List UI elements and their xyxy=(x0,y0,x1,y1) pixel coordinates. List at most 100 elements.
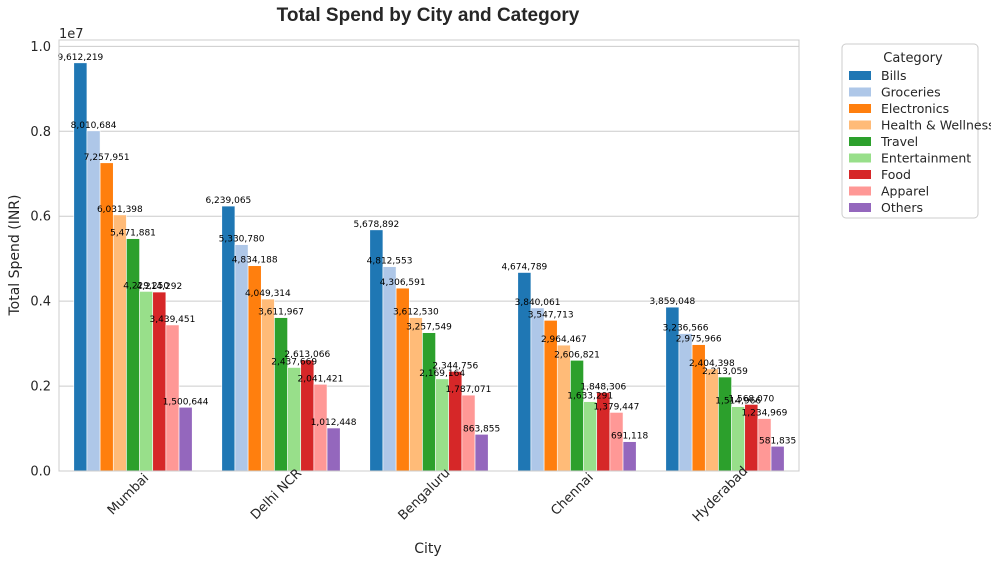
bar-value-label: 1,012,448 xyxy=(311,418,357,428)
x-axis-label: City xyxy=(414,541,441,557)
legend-title: Category xyxy=(883,51,943,66)
bar-value-label: 3,236,566 xyxy=(663,324,709,334)
legend-swatch xyxy=(849,137,871,146)
legend-swatch xyxy=(849,104,871,113)
bar xyxy=(718,376,732,472)
y-tick-label: 0.8 xyxy=(30,125,51,140)
bar-value-label: 3,859,048 xyxy=(649,297,695,307)
bar-value-label: 5,471,881 xyxy=(110,229,156,239)
legend-frame xyxy=(841,43,979,219)
bar xyxy=(678,333,693,472)
bar-value-label: 4,214,292 xyxy=(136,282,182,292)
bar-value-label: 1,568,070 xyxy=(728,394,774,404)
chart-title: Total Spend by City and Category xyxy=(277,5,580,26)
bar-value-label: 2,606,821 xyxy=(554,350,600,360)
bar xyxy=(422,332,436,472)
bar-value-label: 7,257,951 xyxy=(84,153,130,163)
legend-item-label: Groceries xyxy=(881,85,941,100)
bar xyxy=(221,205,236,472)
legend-item-label: Travel xyxy=(880,134,918,149)
y-axis-offset-label: 1e7 xyxy=(59,27,84,42)
bar-value-label: 5,330,780 xyxy=(219,235,265,245)
bar-value-label: 1,379,447 xyxy=(594,402,640,412)
bar-value-label: 1,514,966 xyxy=(715,397,761,407)
bar-value-label: 1,234,969 xyxy=(742,409,788,419)
bar-value-label: 2,437,669 xyxy=(271,357,317,367)
bar xyxy=(126,238,140,472)
bar-value-label: 5,678,892 xyxy=(353,220,399,230)
bar-value-label: 863,855 xyxy=(463,424,500,434)
legend-swatch xyxy=(849,120,871,130)
bar-labels-layer: 9,612,219 8,010,684 7,257,951 6,031,398 5,47… xyxy=(57,53,796,446)
bar-value-label: 1,500,644 xyxy=(163,397,209,407)
legend-swatch xyxy=(849,71,871,80)
y-tick-label: 0.2 xyxy=(30,380,51,395)
bar-value-label: 1,787,071 xyxy=(446,385,492,395)
bar-value-label: 6,239,065 xyxy=(205,196,251,206)
bar-value-label: 2,344,756 xyxy=(432,361,478,371)
bar-value-label: 3,257,549 xyxy=(406,323,452,333)
legend-item-label: Others xyxy=(881,200,923,215)
bar-value-label: 3,547,713 xyxy=(528,310,574,320)
bar-value-label: 581,835 xyxy=(759,436,796,446)
legend-swatch xyxy=(849,153,871,163)
bar-value-label: 1,848,306 xyxy=(580,383,626,393)
bar xyxy=(622,441,637,472)
bar-value-label: 4,674,789 xyxy=(501,262,547,272)
bar-value-label: 2,975,966 xyxy=(676,335,722,345)
legend-swatch xyxy=(849,203,871,212)
bar-value-label: 2,404,398 xyxy=(689,359,735,369)
legend-item-label: Bills xyxy=(881,68,907,83)
legend-item-label: Entertainment xyxy=(881,151,971,166)
bar-value-label: 2,041,421 xyxy=(298,374,344,384)
bar-value-label: 4,834,188 xyxy=(232,256,278,266)
bar xyxy=(178,406,193,472)
legend-swatch xyxy=(849,87,871,97)
bar-value-label: 3,439,451 xyxy=(150,315,196,325)
bar-value-label: 2,169,164 xyxy=(419,369,465,379)
bar xyxy=(770,445,785,472)
plot-frame xyxy=(58,39,800,472)
legend-item-label: Food xyxy=(881,167,911,182)
bar xyxy=(274,317,288,472)
y-tick-label: 0.0 xyxy=(30,465,51,480)
y-tick-label: 0.4 xyxy=(30,295,51,310)
bar-value-label: 2,213,059 xyxy=(702,367,748,377)
bar-value-label: 4,306,591 xyxy=(380,278,426,288)
bar-value-label: 4,049,314 xyxy=(245,289,291,299)
bar-value-label: 3,612,530 xyxy=(393,308,439,318)
bar-value-label: 3,611,967 xyxy=(258,308,304,318)
legend-item-label: Apparel xyxy=(881,184,929,199)
y-axis-label: Total Spend (INR) xyxy=(7,195,23,317)
legend-swatch xyxy=(849,186,871,196)
bar-value-label: 8,010,684 xyxy=(71,121,117,131)
bar-value-label: 3,840,061 xyxy=(515,298,561,308)
bar xyxy=(86,130,101,472)
bar xyxy=(112,214,127,472)
bar-value-label: 4,812,553 xyxy=(367,257,413,267)
legend-swatch xyxy=(849,170,871,179)
bar xyxy=(609,412,624,472)
bar-value-label: 9,612,219 xyxy=(57,53,103,63)
bar-value-label: 4,229,250 xyxy=(123,281,169,291)
bar xyxy=(556,344,571,472)
bar-value-label: 691,118 xyxy=(611,432,648,442)
bar xyxy=(326,427,341,472)
bar xyxy=(408,317,423,472)
bar xyxy=(570,360,584,472)
bar xyxy=(234,244,249,472)
bar-value-label: 1,633,291 xyxy=(567,392,613,402)
bar xyxy=(260,298,275,472)
bar-value-label: 2,964,467 xyxy=(541,335,587,345)
bar xyxy=(530,307,545,472)
bar xyxy=(474,434,489,472)
legend-item-label: Electronics xyxy=(881,101,949,116)
bar-value-label: 6,031,398 xyxy=(97,205,143,215)
y-tick-label: 0.6 xyxy=(30,210,51,225)
bar xyxy=(704,368,719,472)
bar-value-label: 2,613,066 xyxy=(284,350,330,360)
y-tick-label: 1.0 xyxy=(30,40,51,55)
